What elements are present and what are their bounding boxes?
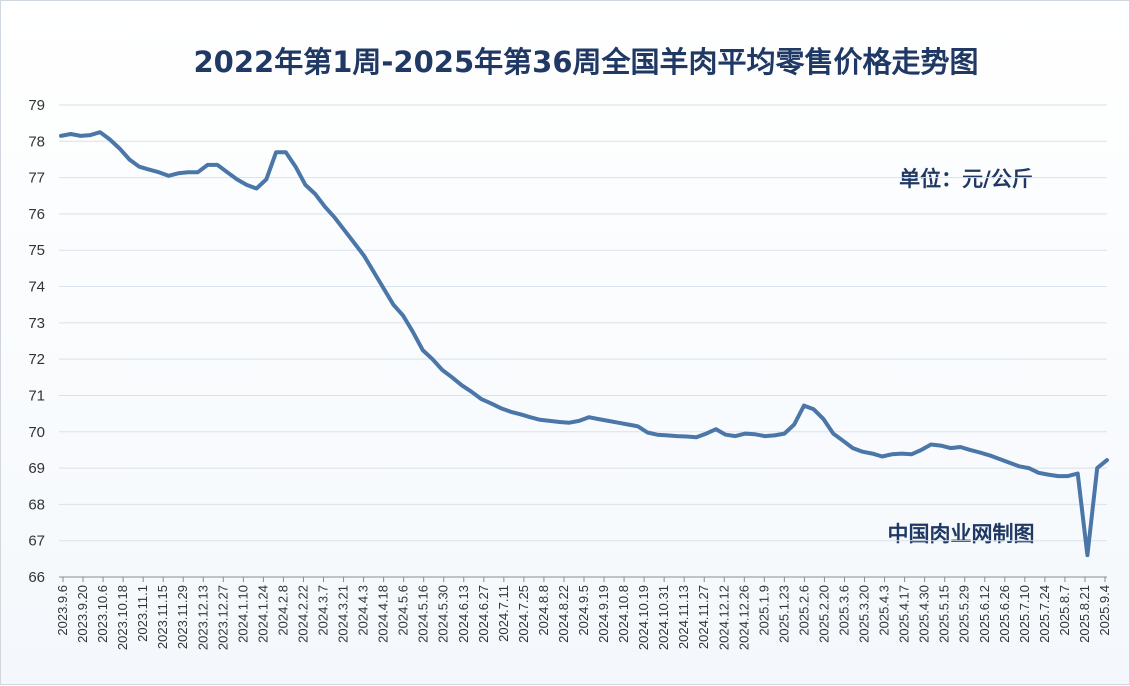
x-tick-label: 2023.10.18 xyxy=(115,585,130,650)
y-tick-label: 67 xyxy=(28,533,45,550)
y-tick-label: 75 xyxy=(28,242,45,259)
x-tick-label: 2023.9.20 xyxy=(75,585,90,643)
x-tick-label: 2024.11.27 xyxy=(696,585,711,649)
x-tick-label: 2024.8.8 xyxy=(536,585,551,636)
y-tick-label: 77 xyxy=(28,170,45,187)
x-tick-label: 2023.10.6 xyxy=(95,585,110,643)
x-tick-label: 2025.7.10 xyxy=(1017,585,1032,643)
x-tick-label: 2025.3.6 xyxy=(837,585,852,636)
y-tick-label: 70 xyxy=(28,424,45,441)
x-tick-label: 2024.10.31 xyxy=(656,585,671,650)
x-tick-label: 2025.4.17 xyxy=(897,585,912,643)
x-tick-label: 2024.9.5 xyxy=(576,585,591,636)
y-tick-label: 78 xyxy=(28,133,45,150)
x-tick-label: 2025.4.30 xyxy=(917,585,932,643)
x-tick-label: 2025.6.12 xyxy=(977,585,992,643)
x-tick-label: 2025.6.26 xyxy=(997,585,1012,643)
x-tick-label: 2025.5.15 xyxy=(937,585,952,643)
x-tick-label: 2025.8.21 xyxy=(1077,585,1092,643)
x-tick-label: 2025.1.9 xyxy=(756,585,771,636)
x-tick-label: 2024.3.7 xyxy=(316,585,331,636)
x-tick-label: 2024.3.21 xyxy=(336,585,351,643)
y-tick-label: 68 xyxy=(28,496,45,513)
x-tick-label: 2024.6.27 xyxy=(476,585,491,643)
x-tick-label: 2024.5.30 xyxy=(436,585,451,643)
x-tick-label: 2024.1.10 xyxy=(235,585,250,643)
x-tick-label: 2025.5.29 xyxy=(957,585,972,643)
x-tick-label: 2024.6.13 xyxy=(456,585,471,643)
y-tick-label: 72 xyxy=(28,351,45,368)
y-tick-label: 71 xyxy=(28,387,45,404)
y-tick-label: 76 xyxy=(28,206,45,223)
x-tick-label: 2024.12.12 xyxy=(716,585,731,650)
y-tick-label: 69 xyxy=(28,460,45,477)
x-tick-label: 2023.12.27 xyxy=(215,585,230,650)
x-tick-label: 2024.1.24 xyxy=(255,585,270,643)
unit-note: 单位：元/公斤 xyxy=(899,167,1033,191)
x-tick-label: 2025.7.24 xyxy=(1037,585,1052,643)
x-tick-label: 2024.11.13 xyxy=(676,585,691,649)
x-tick-label: 2025.8.7 xyxy=(1057,585,1072,636)
chart-title: 2022年第1周-2025年第36周全国羊肉平均零售价格走势图 xyxy=(194,45,979,79)
x-tick-label: 2024.10.19 xyxy=(636,585,651,650)
x-tick-label: 2024.9.19 xyxy=(596,585,611,643)
x-tick-label: 2023.11.1 xyxy=(135,585,150,642)
y-tick-label: 74 xyxy=(28,279,45,296)
y-tick-label: 79 xyxy=(28,97,45,114)
x-tick-label: 2025.3.20 xyxy=(857,585,872,643)
x-tick-label: 2024.2.8 xyxy=(275,585,290,636)
x-tick-label: 2024.4.3 xyxy=(356,585,371,636)
x-tick-label: 2025.4.3 xyxy=(877,585,892,636)
x-tick-label: 2024.5.6 xyxy=(396,585,411,636)
x-tick-label: 2024.2.22 xyxy=(295,585,310,643)
x-tick-label: 2024.12.26 xyxy=(736,585,751,650)
x-tick-label: 2024.8.22 xyxy=(556,585,571,643)
x-tick-label: 2024.7.25 xyxy=(516,585,531,643)
x-tick-label: 2024.10.8 xyxy=(616,585,631,643)
x-tick-label: 2025.2.20 xyxy=(816,585,831,643)
x-tick-label: 2025.2.6 xyxy=(796,585,811,636)
y-tick-label: 66 xyxy=(28,569,45,586)
x-tick-label: 2023.12.13 xyxy=(195,585,210,650)
source-note: 中国肉业网制图 xyxy=(888,522,1035,546)
x-axis-ticks: 2023.9.6 2023.9.20 2023.10.6 2023.10.18 2023… xyxy=(55,577,1112,650)
x-tick-label: 2024.7.11 xyxy=(496,585,511,642)
y-tick-label: 73 xyxy=(28,315,45,332)
x-tick-label: 2023.11.29 xyxy=(175,585,190,649)
series-group xyxy=(59,130,1109,558)
y-axis-ticks: 66 67 68 69 70 71 72 73 74 75 76 77 78 79 xyxy=(28,97,45,586)
x-tick-label: 2025.1.23 xyxy=(776,585,791,643)
price-series-line xyxy=(59,130,1109,558)
x-tick-label: 2024.4.18 xyxy=(376,585,391,643)
x-tick-label: 2025.9.4 xyxy=(1097,585,1112,636)
x-tick-label: 2024.5.16 xyxy=(416,585,431,643)
x-tick-label: 2023.9.6 xyxy=(55,585,70,636)
x-tick-label: 2023.11.15 xyxy=(155,585,170,649)
